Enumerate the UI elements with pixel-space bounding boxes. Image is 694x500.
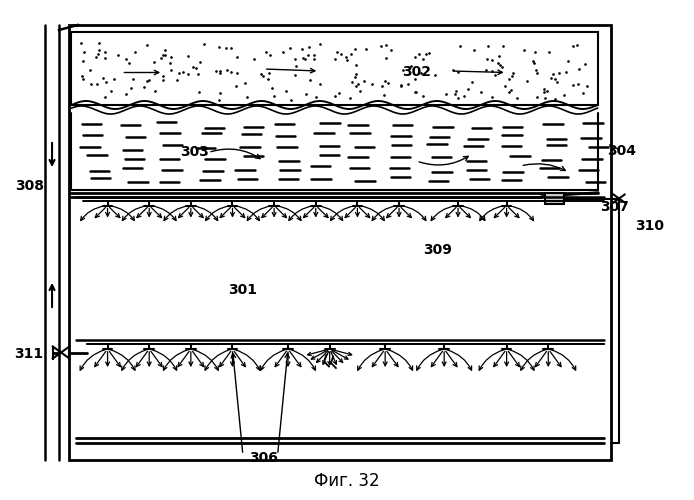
Text: 301: 301 <box>228 283 257 297</box>
Text: 303: 303 <box>180 146 209 160</box>
Text: 309: 309 <box>423 243 452 257</box>
Text: 304: 304 <box>607 144 636 158</box>
Text: 308: 308 <box>15 179 44 193</box>
Text: 310: 310 <box>635 219 664 233</box>
Bar <box>69 25 611 460</box>
Text: 307: 307 <box>600 200 629 214</box>
Text: 311: 311 <box>15 346 44 360</box>
Text: 306: 306 <box>249 452 278 466</box>
Bar <box>71 32 598 105</box>
Text: 302: 302 <box>402 66 431 80</box>
Bar <box>545 193 564 204</box>
Text: Фиг. 32: Фиг. 32 <box>314 472 380 490</box>
